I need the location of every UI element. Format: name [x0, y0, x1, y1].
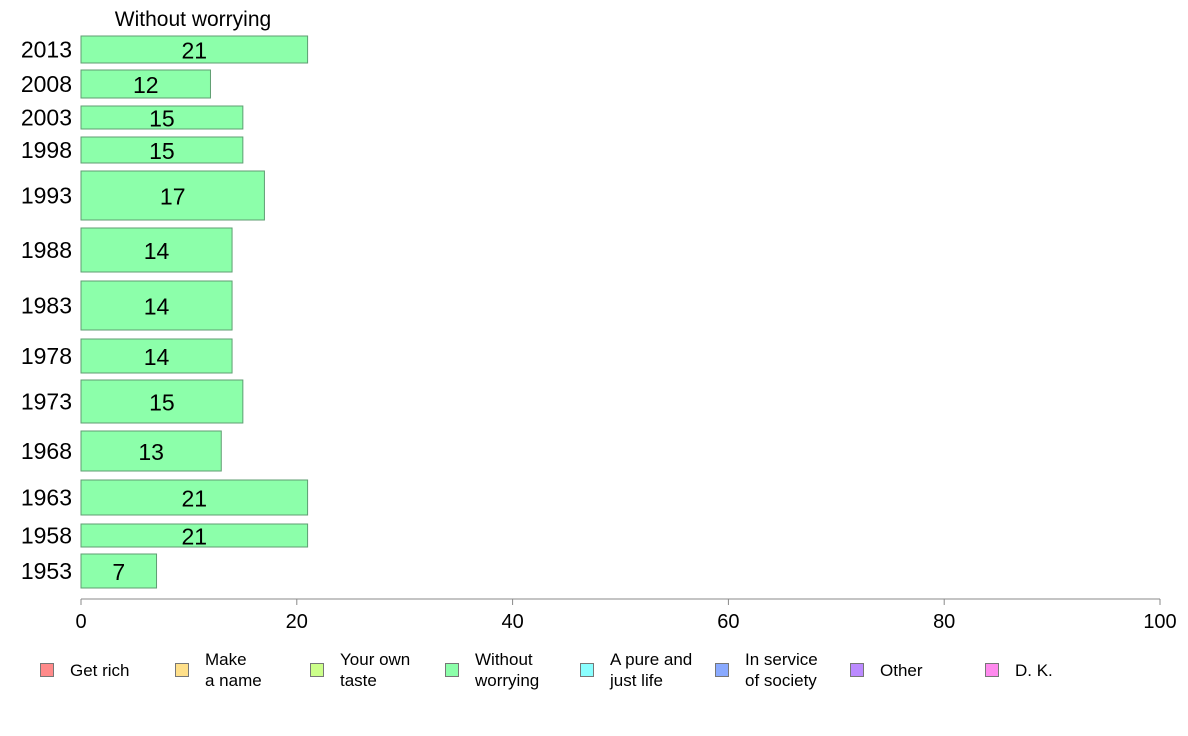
y-tick-label: 2013: [21, 37, 72, 63]
legend-swatch: [175, 663, 189, 677]
x-tick-label: 0: [75, 611, 86, 633]
legend-label: In service of society: [745, 650, 818, 690]
bar-value-label: 21: [181, 486, 207, 512]
legend-label: Make a name: [205, 650, 262, 690]
bar-1988: [80, 227, 233, 273]
bar-2008: [80, 69, 211, 99]
legend-label: Without worrying: [475, 650, 540, 690]
bar-value-label: 14: [144, 344, 170, 370]
legend-label: D. K.: [1015, 660, 1053, 680]
x-axis: 0 20 40 60 80 100: [75, 598, 1177, 633]
legend-item: In service of society: [715, 648, 818, 692]
bar-1958: [80, 523, 309, 548]
legend-label: Get rich: [70, 660, 130, 680]
y-tick-label: 2008: [21, 71, 72, 97]
x-tick-label: 80: [933, 611, 955, 633]
bar-value-label: 21: [181, 38, 207, 64]
bar-value-label: 13: [138, 439, 164, 465]
legend-swatch: [310, 663, 324, 677]
y-tick-label: 1953: [21, 558, 72, 584]
legend-swatch: [445, 663, 459, 677]
legend-label: Your own taste: [340, 650, 411, 690]
bar-value-label: 21: [181, 524, 207, 550]
legend-item: Make a name: [175, 648, 262, 692]
x-tick-label: 100: [1143, 611, 1176, 633]
legend-swatch: [850, 663, 864, 677]
bar-value-label: 14: [144, 294, 170, 320]
bar-value-label: 15: [149, 138, 175, 164]
legend-swatch: [985, 663, 999, 677]
y-tick-label: 1983: [21, 293, 72, 319]
legend-label: Other: [880, 660, 923, 680]
bar-value-label: 7: [112, 559, 125, 585]
legend-item: Other: [850, 648, 923, 692]
legend: Get rich Make a name Your own taste Without…: [40, 648, 1150, 698]
chart-title: Without worrying: [115, 8, 271, 31]
bar-1998: [80, 136, 244, 164]
x-tick-label: 40: [501, 611, 523, 633]
legend-item: Your own taste: [310, 648, 410, 692]
bar-1963: [80, 479, 309, 516]
bar-1968: [80, 430, 222, 472]
bar-value-label: 17: [160, 184, 186, 210]
x-tick-label: 60: [717, 611, 739, 633]
bar-2013: [80, 35, 309, 64]
bar-1953: [80, 553, 158, 589]
bar-2003: [80, 105, 244, 130]
bars-group: 2013 21 2008 12 2003 15 1998 15 1993 17 1988 14 1983…: [21, 35, 309, 589]
y-tick-label: 1958: [21, 523, 72, 549]
x-tick-label: 20: [286, 611, 308, 633]
y-tick-label: 1963: [21, 485, 72, 511]
legend-item: D. K.: [985, 648, 1053, 692]
bar-value-label: 15: [149, 390, 175, 416]
bar-1983: [80, 280, 233, 331]
y-tick-label: 1988: [21, 237, 72, 263]
bar-1973: [80, 379, 244, 424]
y-tick-label: 1968: [21, 438, 72, 464]
y-tick-label: 2003: [21, 105, 72, 131]
bar-value-label: 15: [149, 106, 175, 132]
legend-label: A pure and just life: [610, 650, 693, 690]
bar-value-label: 12: [133, 72, 159, 98]
bar-1993: [80, 170, 265, 221]
bar-1978: [80, 338, 233, 374]
legend-item: Without worrying: [445, 648, 539, 692]
legend-item: Get rich: [40, 648, 130, 692]
legend-item: A pure and just life: [580, 648, 692, 692]
bar-value-label: 14: [144, 238, 170, 264]
legend-swatch: [580, 663, 594, 677]
y-tick-label: 1998: [21, 137, 72, 163]
y-tick-label: 1973: [21, 389, 72, 415]
legend-swatch: [715, 663, 729, 677]
y-tick-label: 1978: [21, 343, 72, 369]
legend-swatch: [40, 663, 54, 677]
y-tick-label: 1993: [21, 183, 72, 209]
